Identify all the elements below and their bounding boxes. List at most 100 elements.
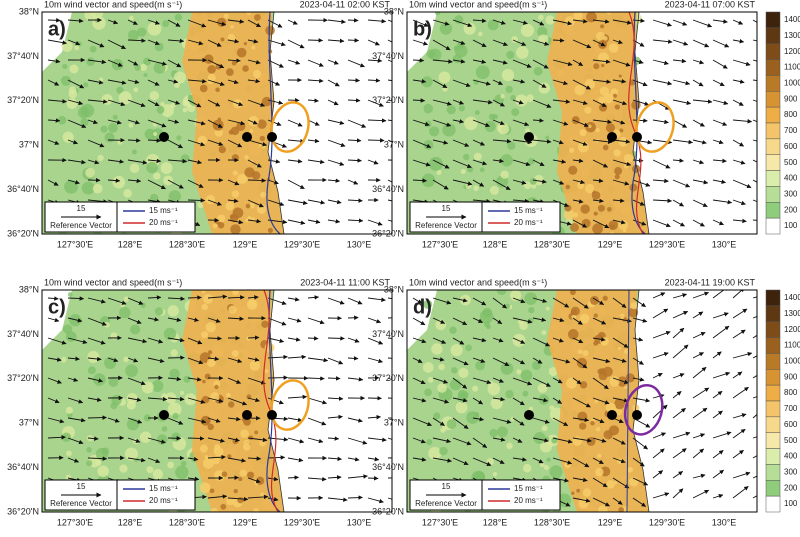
wind-vector: [187, 119, 206, 126]
wind-vector: [347, 218, 364, 223]
wind-vector: [267, 317, 287, 326]
legend-text: 15 ms⁻¹: [514, 206, 543, 215]
wind-vector: [247, 494, 269, 500]
wind-vector: [347, 377, 364, 382]
wind-vector: [492, 138, 512, 144]
wind-vector: [107, 357, 119, 363]
wind-vector: [472, 337, 487, 343]
wind-vector: [612, 337, 629, 348]
terrain-patch: [83, 82, 89, 88]
mountain-patch: [606, 480, 615, 489]
terrain-patch: [423, 299, 433, 309]
mountain-patch: [227, 33, 236, 42]
wind-vector: [672, 448, 687, 459]
wind-vector: [432, 397, 450, 404]
wind-vector: [187, 198, 206, 203]
mountain-patch: [593, 340, 599, 346]
wind-vector: [367, 58, 383, 63]
wind-vector: [387, 397, 392, 399]
wind-vector: [67, 417, 86, 423]
wind-vector: [367, 18, 387, 24]
wind-vector: [107, 19, 119, 25]
wind-vector: [412, 317, 426, 326]
mountain-patch: [225, 201, 235, 211]
station: [159, 132, 169, 142]
wind-vector: [512, 417, 525, 426]
wind-vector: [532, 457, 544, 464]
terrain-patch: [143, 57, 151, 66]
colorbar-box: [765, 289, 781, 307]
mountain-patch: [215, 87, 220, 93]
mountain-patch: [245, 218, 249, 223]
wind-vector: [572, 437, 592, 443]
wind-vector: [387, 337, 392, 339]
wind-vector: [247, 19, 261, 28]
terrain-patch: [527, 317, 534, 324]
terrain-patch: [474, 471, 486, 483]
mountain-patch: [587, 124, 592, 129]
wind-vector: [432, 79, 448, 89]
lat-label: 37°40'N: [7, 51, 39, 61]
colorbar-box: [765, 464, 781, 481]
terrain-patch: [442, 123, 456, 137]
wind-vector: [512, 317, 533, 324]
wind-vector: [207, 336, 222, 341]
wind-vector: [167, 337, 185, 343]
terrain-patch: [139, 63, 148, 71]
wind-vector: [307, 159, 325, 165]
mountain-patch: [600, 24, 605, 29]
mountain-patch: [227, 454, 232, 459]
terrain-patch: [64, 179, 79, 194]
wind-vector: [247, 357, 260, 362]
wind-vector: [452, 99, 464, 105]
mountain-patch: [565, 184, 571, 190]
terrain-patch: [541, 425, 548, 432]
terrain-patch: [446, 105, 456, 115]
wind-vector: [387, 99, 392, 102]
wind-vector: [692, 159, 705, 165]
station: [632, 410, 642, 420]
wind-vector: [472, 59, 487, 64]
mountain-patch: [244, 167, 255, 178]
wind-vector: [432, 59, 453, 64]
wind-vector: [472, 457, 492, 466]
wind-vector: [672, 158, 684, 163]
wind-vector: [652, 393, 665, 399]
wind-vector: [147, 437, 166, 444]
wind-vector: [632, 477, 649, 486]
mountain-patch: [628, 307, 639, 318]
mountain-patch: [217, 214, 226, 223]
mountain-patch: [204, 373, 211, 380]
mountain-patch: [201, 290, 206, 294]
wind-vector: [592, 377, 609, 390]
wind-vector: [347, 119, 367, 128]
wind-vector: [472, 397, 484, 405]
wind-vector: [227, 179, 240, 186]
wind-vector: [472, 317, 483, 323]
map-panel: a) 15 Reference Vector 15 ms⁻¹ 20 ms⁻¹: [41, 11, 393, 235]
wind-vector: [267, 159, 281, 164]
terrain-patch: [486, 458, 494, 466]
colorbar-box: [765, 202, 781, 219]
mountain-patch: [619, 128, 624, 133]
wind-vector: [432, 337, 447, 344]
wind-vector: [187, 295, 202, 300]
wind-vector: [47, 179, 59, 186]
wind-vector: [247, 199, 264, 208]
wind-vector: [47, 317, 60, 323]
wind-vector: [592, 477, 608, 488]
mountain-patch: [573, 12, 583, 21]
terrain-patch: [87, 350, 100, 363]
wind-vector: [592, 139, 613, 145]
terrain-patch: [126, 400, 136, 410]
wind-vector: [632, 179, 651, 187]
wind-vector: [452, 297, 468, 303]
terrain-patch: [462, 153, 470, 161]
terrain-patch: [182, 107, 188, 113]
mountain-patch: [207, 350, 213, 355]
wind-vector: [327, 139, 346, 147]
terrain-patch: [146, 161, 158, 174]
wind-vector: [227, 377, 242, 384]
mountain-patch: [614, 398, 625, 410]
